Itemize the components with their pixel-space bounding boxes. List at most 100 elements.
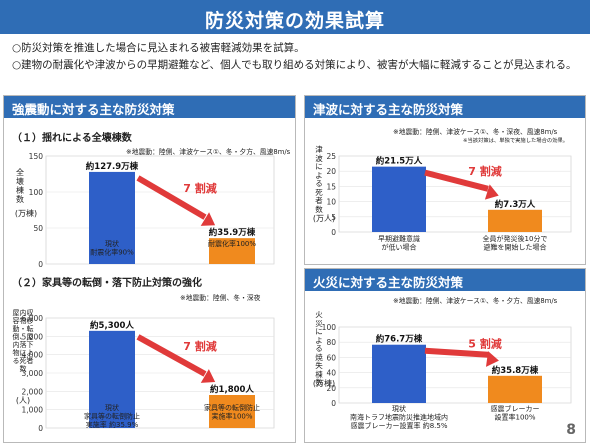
panel-quake-header: 強震動に対する主な防災対策 [4, 96, 295, 118]
data-label: 約76.7万棟 [376, 334, 423, 345]
y-tick-label: 20 [326, 167, 336, 176]
reduction-arrow-head [200, 369, 216, 383]
quake-note1: ※地震動：陸側、津波ケース①、冬・夕方、風速8m/s [126, 148, 291, 156]
x-category-label-line: 家具等の転倒防止 [84, 412, 140, 421]
y-tick-label: 40 [326, 369, 336, 378]
y-tick-label: 10 [326, 198, 336, 207]
y-tick-label: 3,000 [22, 369, 44, 378]
x-category-label-line: 避難を開始した場合 [484, 243, 547, 252]
panel-tsunami-heading: 津波に対する主な防災対策 [313, 102, 464, 117]
x-category-label-line: 耐震化率100% [208, 239, 256, 248]
y-tick-label: 60 [326, 353, 336, 362]
tsunami-ylabel: 津波による死者数 [315, 145, 323, 214]
title-bar: 防災対策の効果試算 [0, 0, 590, 34]
tsunami-note-b: ※当該対策は、単独で実施した場合の効果。 [463, 138, 569, 144]
quake-yunit2: (人) [15, 396, 31, 405]
y-tick-label: 0 [38, 260, 43, 269]
reduction-label: 7 割減 [183, 339, 216, 353]
y-tick-label: 150 [29, 152, 44, 161]
x-category-label: 感震ブレーカー設置率100% [491, 404, 540, 422]
quake-ylabel1: 全壊棟数 [16, 168, 24, 204]
x-category-label-line: 感震ブレーカー設置率 約8.5% [350, 421, 447, 430]
x-category-label-line: 実施率100% [211, 412, 252, 421]
y-tick-label: 50 [33, 224, 43, 233]
quake-sub1: （１）揺れによる全壊棟数 [12, 133, 132, 144]
bar [372, 344, 426, 403]
fire-note: ※地震動：陸側、津波ケース①、冬・夕方、風速8m/s [393, 297, 558, 305]
x-category-label: 耐震化率100% [208, 239, 256, 248]
bar [209, 238, 255, 264]
chart-fire: 020406080100約76.7万棟現状南海トラフ地震防災推進地域内感震ブレー… [322, 323, 572, 430]
y-tick-label: 20 [326, 384, 336, 393]
x-category-label-line: 設置率100% [494, 413, 535, 422]
bar [89, 171, 135, 264]
y-tick-label: 100 [322, 323, 337, 332]
reduction-label: 7 割減 [183, 181, 216, 195]
data-label: 約21.5万人 [376, 156, 423, 167]
bar [209, 395, 255, 428]
tsunami-yunit: (万人) [312, 214, 336, 223]
quake-sub2: （２）家具等の転倒・落下防止対策の強化 [12, 278, 202, 289]
y-tick-label: 100 [29, 188, 44, 197]
x-category-label: 全員が発災後10分で避難を開始した場合 [483, 234, 548, 252]
panel-tsunami: 津波に対する主な防災対策 ※地震動：陸側、津波ケース①、冬・深夜、風速8m/s … [304, 95, 586, 265]
x-category-label-line: が低い場合 [382, 243, 417, 252]
intro-line-2: ○建物の耐震化や津波からの早期避難など、個人でも取り組める対策により、被害が大幅… [12, 59, 577, 71]
intro-line-1: ○防災対策を推進した場合に見込まれる被害軽減効果を試算。 [12, 42, 305, 54]
reduction-arrow-head [485, 351, 499, 367]
y-tick-label: 2,000 [22, 387, 44, 396]
data-label: 約35.9万棟 [209, 227, 256, 238]
y-tick-label: 25 [326, 152, 336, 161]
y-tick-label: 5,000 [22, 332, 44, 341]
panel-tsunami-header: 津波に対する主な防災対策 [305, 96, 585, 118]
y-tick-label: 5 [331, 213, 336, 222]
x-category-label-line: 家具等の転倒防止 [204, 403, 260, 412]
y-tick-label: 0 [331, 399, 336, 408]
fire-yunit: (万棟) [312, 379, 336, 388]
x-category-label-line: 感震ブレーカー [491, 404, 540, 413]
reduction-arrow [424, 169, 489, 192]
x-category-label-line: 実施率 約35.9% [86, 420, 139, 429]
panel-quake-heading: 強震動に対する主な防災対策 [12, 102, 175, 117]
x-category-label-line: 全員が発災後10分で [483, 234, 548, 243]
y-tick-label: 4,000 [22, 351, 44, 360]
data-label: 約1,800人 [210, 384, 254, 395]
y-tick-label: 1,000 [22, 406, 44, 415]
reduction-arrow [136, 334, 207, 377]
fire-ylabel: 火災による焼失棟数 [315, 310, 323, 387]
quake-yunit1: (万棟) [14, 209, 38, 218]
quake-note2: ※地震動：陸側、冬・深夜 [180, 294, 261, 302]
bar [488, 209, 542, 232]
panel-fire-header: 火災に対する主な防災対策 [305, 269, 585, 291]
x-category-label-line: 現状 [392, 404, 406, 413]
bar [89, 330, 135, 428]
x-category-label: 現状耐震化率90% [90, 239, 134, 257]
quake-ylabel2: 屋内収容物移動・転倒、屋内落下物による死者数 [12, 309, 34, 373]
x-category-label-line: 現状 [105, 403, 119, 412]
y-tick-label: 80 [326, 338, 336, 347]
x-category-label: 早期避難意識が低い場合 [378, 234, 420, 252]
panel-quake: 強震動に対する主な防災対策 （１）揺れによる全壊棟数 ※地震動：陸側、津波ケース… [3, 95, 296, 443]
data-label: 約5,300人 [90, 320, 134, 331]
chart-quake-furniture: 0 1,000 2,000 3,000 4,000 5,000 6,000 約5,300人現状… [22, 314, 275, 433]
x-category-label-line: 南海トラフ地震防災推進地域内 [350, 413, 448, 422]
page-number: 8 [566, 422, 576, 438]
x-category-label-line: 早期避難意識 [378, 234, 420, 243]
y-tick-label: 6,000 [22, 314, 44, 323]
reduction-arrow-head [484, 184, 499, 200]
page-title: 防災対策の効果試算 [204, 10, 385, 32]
reduction-arrow [136, 175, 207, 220]
panel-fire: 火災に対する主な防災対策 ※地震動：陸側、津波ケース①、冬・夕方、風速8m/s … [304, 268, 586, 443]
panel-fire-heading: 火災に対する主な防災対策 [313, 275, 464, 290]
bar [372, 166, 426, 232]
reduction-label: 7 割減 [468, 164, 501, 178]
x-category-label: 現状南海トラフ地震防災推進地域内感震ブレーカー設置率 約8.5% [350, 404, 448, 430]
x-category-label-line: 現状 [105, 239, 119, 248]
x-category-label-line: 耐震化率90% [90, 248, 134, 257]
x-category-label: 現状家具等の転倒防止実施率 約35.9% [84, 403, 140, 429]
data-label: 約127.9万棟 [86, 161, 139, 172]
tsunami-note: ※地震動：陸側、津波ケース①、冬・深夜、風速8m/s [393, 128, 558, 136]
reduction-label: 5 割減 [468, 336, 501, 350]
